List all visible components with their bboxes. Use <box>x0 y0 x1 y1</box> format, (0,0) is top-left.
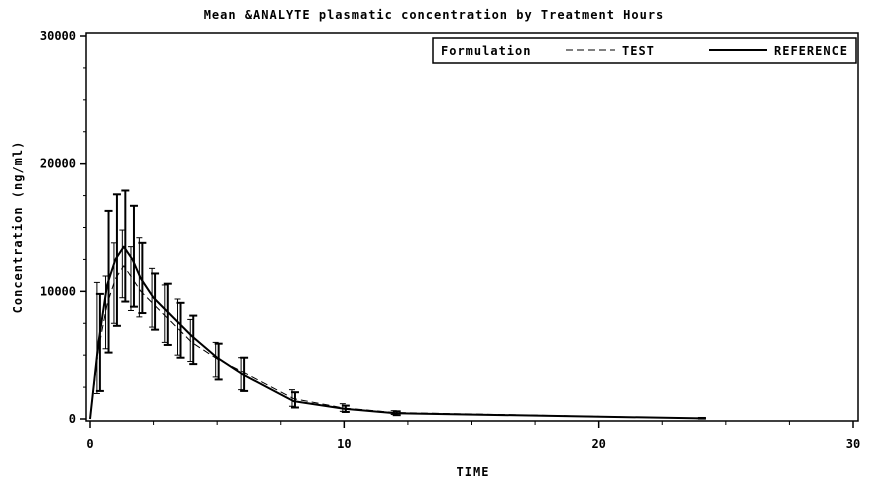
legend-box <box>432 37 857 64</box>
legend: Formulation TEST REFERENCE <box>432 37 857 64</box>
y-tick-label: 20000 <box>40 157 76 171</box>
y-axis: 0 10000 20000 30000 <box>40 29 86 426</box>
series-test <box>89 229 702 420</box>
x-axis: 0 10 20 30 <box>86 421 860 451</box>
legend-title: Formulation <box>441 44 531 58</box>
error-bar-reference <box>112 193 121 327</box>
error-bar-reference <box>138 241 147 315</box>
series-line-reference <box>89 245 701 420</box>
y-tick-label: 10000 <box>40 284 76 298</box>
x-tick-label: 20 <box>591 437 605 451</box>
error-bar-reference <box>214 342 223 381</box>
chart-title: Mean &ANALYTE plasmatic concentration by… <box>204 8 665 22</box>
error-bar-reference <box>151 272 160 331</box>
y-axis-label: Concentration (ng/ml) <box>11 141 25 314</box>
error-bar-test <box>93 281 100 394</box>
series-reference <box>89 189 706 420</box>
legend-entry-reference: REFERENCE <box>774 44 848 58</box>
error-bar-reference <box>95 292 104 392</box>
error-bar-reference <box>121 189 130 303</box>
series-layer <box>89 189 706 420</box>
series-line-test <box>89 265 701 420</box>
x-axis-label: TIME <box>457 465 490 479</box>
error-bar-reference <box>189 314 198 366</box>
legend-entry-test: TEST <box>622 44 655 58</box>
error-bar-reference <box>176 301 185 359</box>
y-tick-label: 30000 <box>40 29 76 43</box>
x-tick-label: 10 <box>337 437 351 451</box>
y-tick-label: 0 <box>69 412 76 426</box>
error-bar-reference <box>290 391 299 409</box>
error-bar-reference <box>129 204 138 308</box>
plot-frame <box>85 32 859 422</box>
x-tick-label: 0 <box>86 437 93 451</box>
x-tick-label: 30 <box>846 437 860 451</box>
error-bar-reference <box>163 282 172 346</box>
